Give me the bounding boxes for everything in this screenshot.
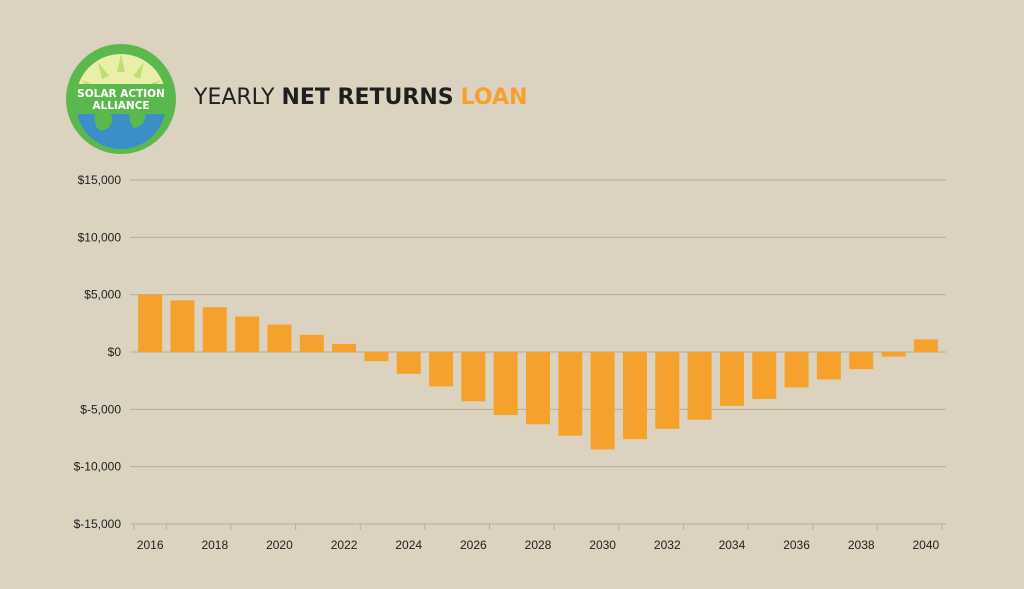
x-tick-label: 2028: [525, 538, 552, 552]
solar-action-alliance-logo: SOLAR ACTION ALLIANCE: [66, 44, 176, 154]
bar-2023: [364, 352, 389, 362]
bar-2038: [849, 352, 874, 370]
y-tick-label: $-5,000: [80, 402, 121, 416]
x-tick-label: 2016: [137, 538, 164, 552]
bars: [138, 294, 938, 450]
logo-text-line2: ALLIANCE: [92, 100, 149, 112]
bar-2034: [719, 352, 744, 406]
bar-2037: [816, 352, 841, 380]
bar-2022: [332, 343, 357, 352]
x-tick-label: 2034: [719, 538, 746, 552]
y-tick-label: $-10,000: [74, 460, 122, 474]
bar-2035: [752, 352, 777, 400]
bar-2039: [881, 352, 906, 357]
bar-2020: [267, 324, 292, 352]
bar-2019: [235, 316, 260, 352]
y-tick-label: $-15,000: [74, 517, 122, 531]
bar-2024: [396, 352, 421, 374]
y-tick-label: $15,000: [78, 173, 122, 187]
title-word-loan: LOAN: [460, 85, 528, 110]
x-tick-label: 2024: [395, 538, 422, 552]
x-tick-label: 2038: [848, 538, 875, 552]
y-tick-label: $10,000: [78, 230, 122, 244]
x-tick-label: 2030: [589, 538, 616, 552]
bar-2021: [299, 334, 324, 352]
y-tick-label: $0: [108, 345, 122, 359]
title-word-yearly: YEARLY: [194, 85, 275, 110]
y-axis-labels: $15,000 $10,000 $5,000 $0 $-5,000 $-10,000 $-1…: [74, 173, 122, 531]
x-tick-label: 2040: [912, 538, 939, 552]
x-axis: [130, 523, 946, 530]
bar-2027: [493, 352, 518, 416]
y-tick-label: $5,000: [84, 288, 121, 302]
x-axis-labels: 2016 2018 2020 2022 2024 2026 2028 2030 2032 2034…: [137, 538, 940, 552]
logo-text-line1: SOLAR ACTION: [77, 88, 165, 100]
x-tick-label: 2036: [783, 538, 810, 552]
bar-2033: [687, 352, 712, 420]
bar-2026: [461, 352, 486, 402]
x-tick-label: 2026: [460, 538, 487, 552]
x-tick-label: 2032: [654, 538, 681, 552]
chart-title: YEARLY NET RETURNS LOAN: [194, 84, 527, 112]
bar-2040: [913, 339, 938, 352]
bar-2030: [590, 352, 615, 450]
x-tick-label: 2022: [331, 538, 358, 552]
x-tick-label: 2020: [266, 538, 293, 552]
bar-2029: [558, 352, 583, 436]
bar-2018: [202, 307, 227, 352]
bar-2036: [784, 352, 809, 388]
bar-2025: [429, 352, 454, 387]
bar-2016: [138, 294, 163, 352]
bar-2017: [170, 300, 195, 352]
bar-2032: [655, 352, 680, 429]
bar-2031: [622, 352, 647, 440]
title-word-net-returns: NET RETURNS: [281, 85, 454, 110]
x-tick-label: 2018: [201, 538, 228, 552]
bar-2028: [526, 352, 550, 425]
